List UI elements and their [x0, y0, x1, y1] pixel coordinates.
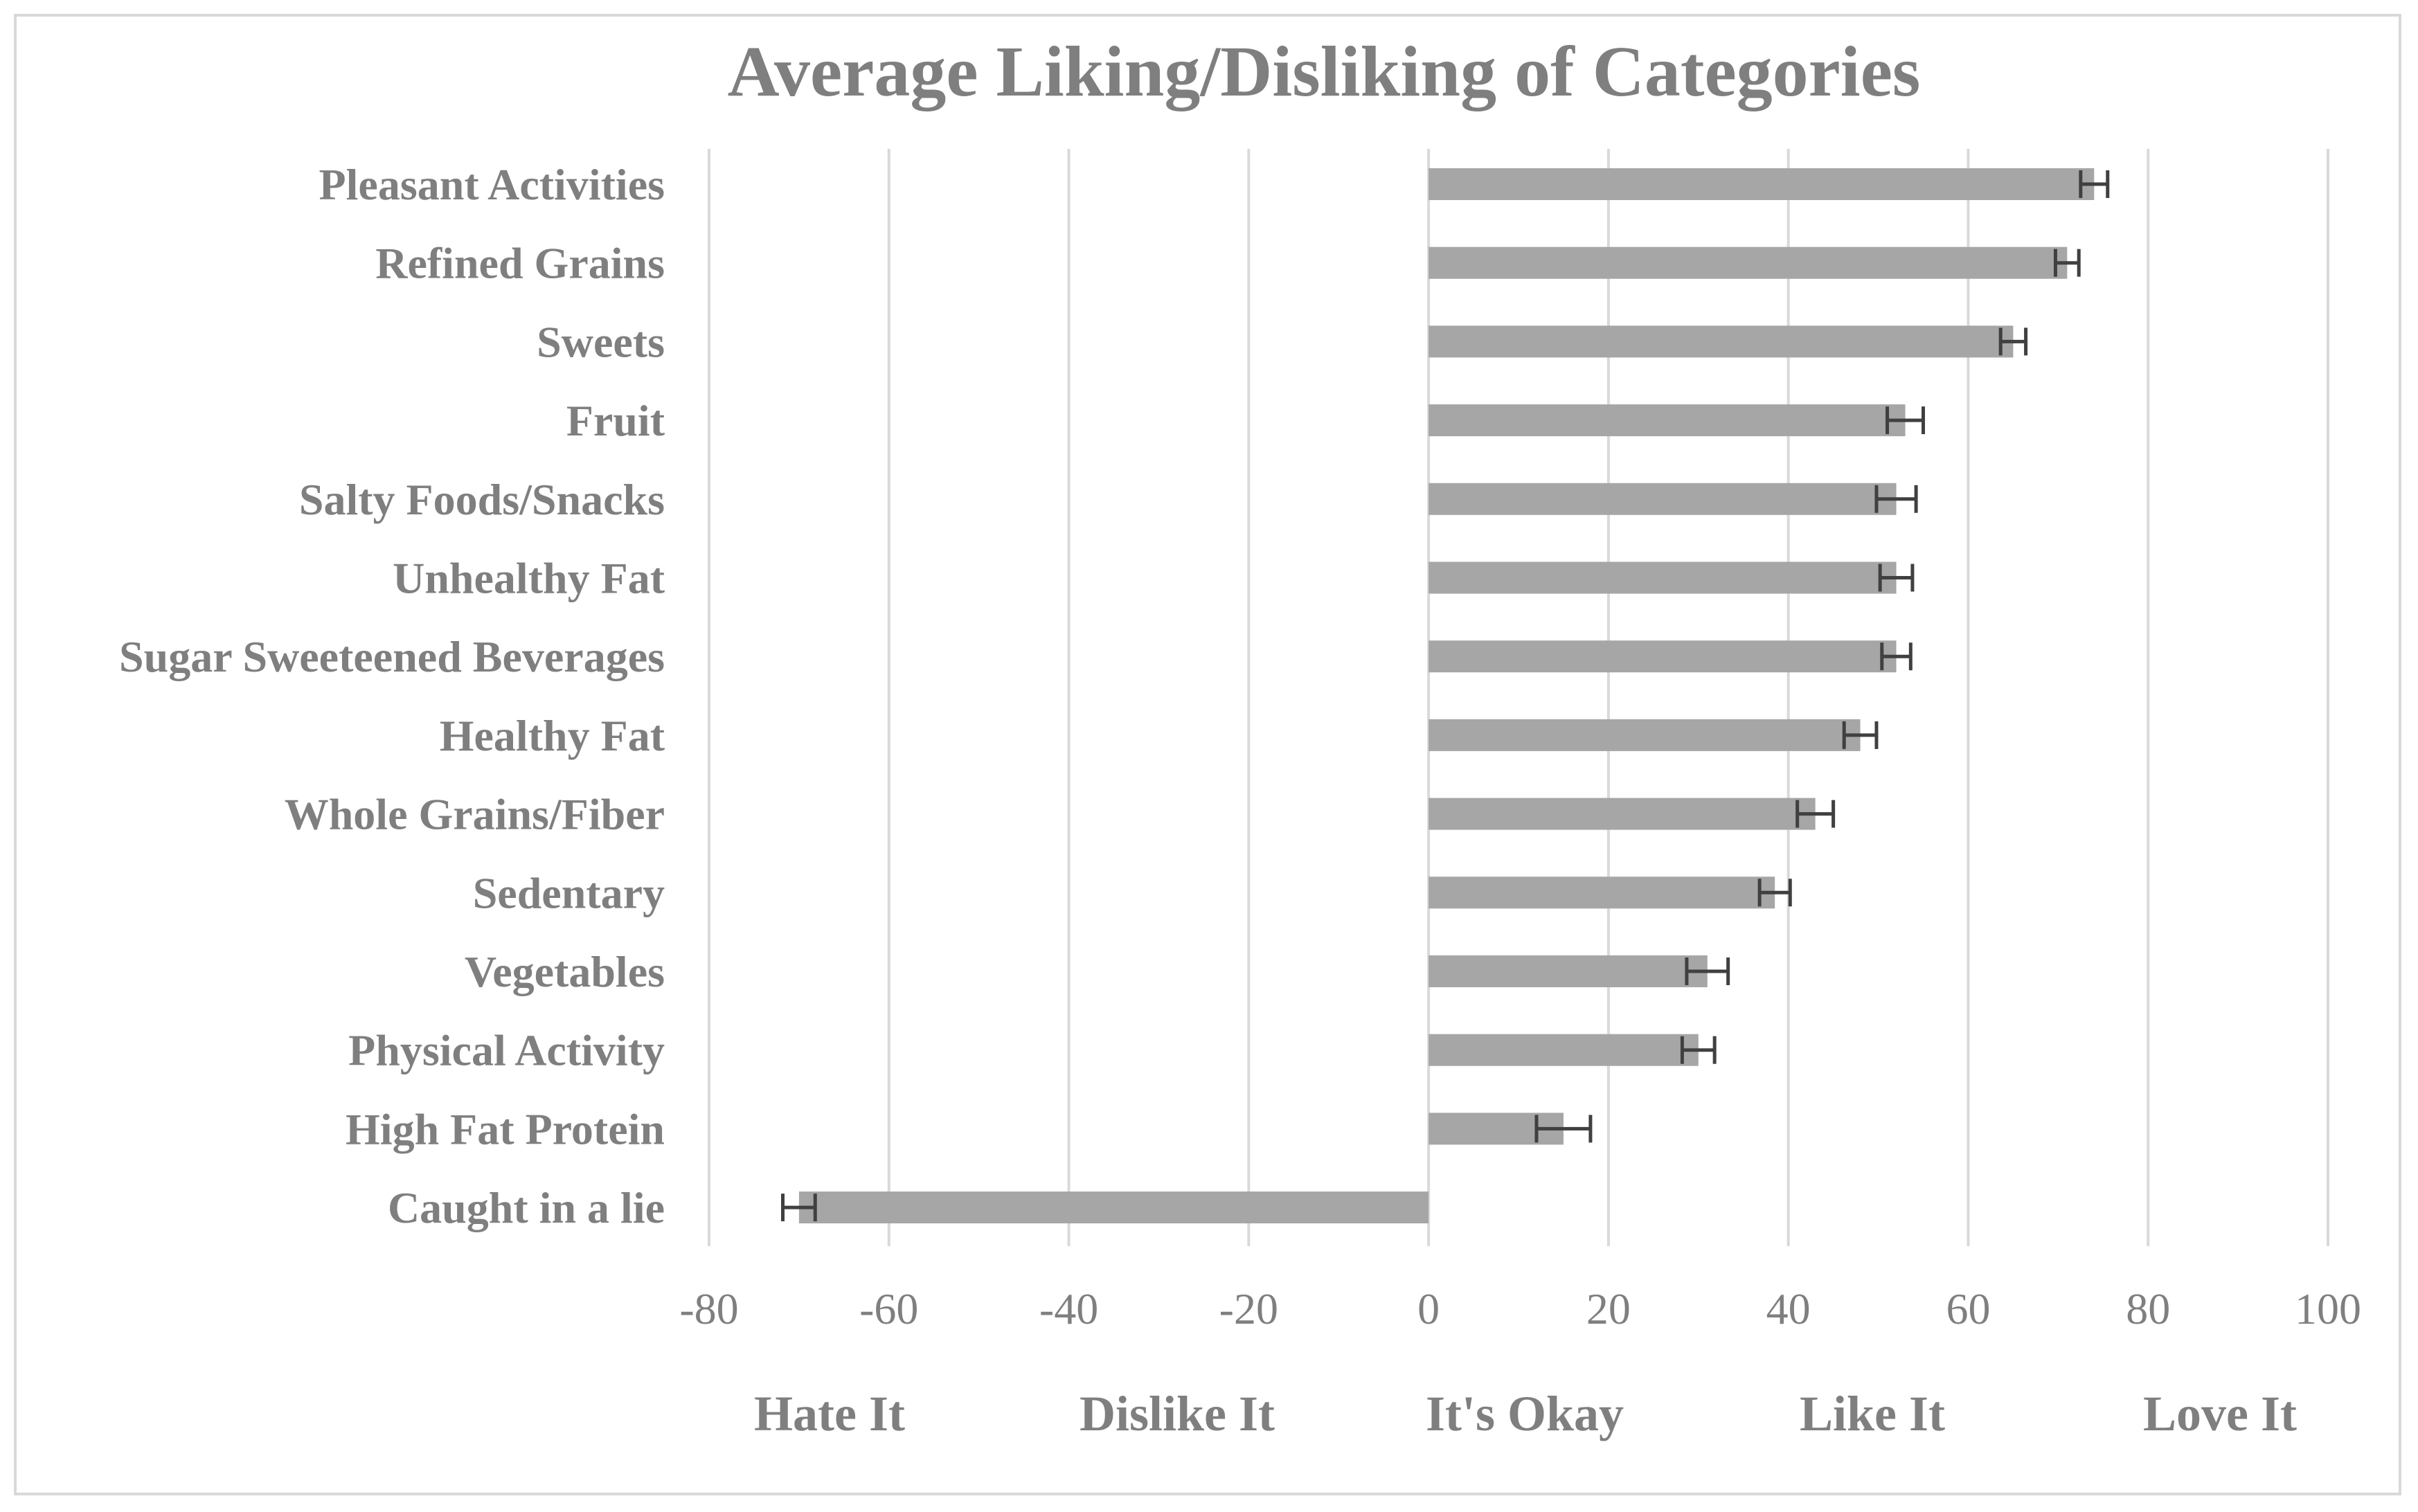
- x-tick-label: 40: [1766, 1284, 1811, 1333]
- x-tick-label: 100: [2295, 1284, 2361, 1333]
- x-tick-label: 0: [1417, 1284, 1440, 1333]
- category-label: Refined Grains: [375, 239, 665, 288]
- category-label: Healthy Fat: [440, 711, 665, 760]
- bar: [1429, 876, 1775, 909]
- bar: [1429, 404, 1906, 437]
- bar: [1429, 798, 1816, 830]
- category-label: Pleasant Activities: [319, 160, 665, 209]
- x-tick-label-layer: -80 -60 -40 -20 0 20 40 60 80 100: [679, 1284, 2361, 1333]
- bar-layer: [798, 168, 2095, 1224]
- bar: [1429, 483, 1897, 515]
- bar: [1429, 325, 2014, 358]
- category-label: Whole Grains/Fiber: [285, 790, 665, 839]
- bar: [1429, 561, 1897, 594]
- bar: [1429, 640, 1897, 673]
- bar: [1429, 719, 1861, 751]
- bar: [1429, 1034, 1699, 1066]
- x-tick-label: -80: [679, 1284, 738, 1333]
- x-tick-label: -40: [1039, 1284, 1098, 1333]
- category-label-layer: Pleasant Activities Refined Grains Sweets F…: [119, 160, 665, 1232]
- scale-label: Like It: [1800, 1386, 1945, 1441]
- category-label: Sweets: [537, 317, 665, 366]
- category-label: Fruit: [566, 396, 665, 445]
- bar: [1429, 955, 1708, 987]
- scale-label: Dislike It: [1080, 1386, 1275, 1441]
- scale-label-layer: Hate It Dislike It It's Okay Like It Love It: [754, 1386, 2297, 1441]
- category-label: Caught in a lie: [388, 1183, 665, 1232]
- category-label: Unhealthy Fat: [393, 554, 665, 603]
- bar: [1429, 246, 2068, 279]
- category-label: Sugar Sweeteened Beverages: [119, 632, 665, 681]
- x-tick-label: 20: [1586, 1284, 1631, 1333]
- category-label: Vegetables: [465, 947, 665, 996]
- bar: [798, 1191, 1429, 1224]
- error-bar-layer: [781, 170, 2110, 1222]
- chart-title: Average Liking/Disliking of Categories: [728, 32, 1921, 111]
- x-tick-label: -60: [859, 1284, 918, 1333]
- x-tick-label: 80: [2126, 1284, 2170, 1333]
- x-tick-label: -20: [1219, 1284, 1278, 1333]
- scale-label: It's Okay: [1426, 1386, 1624, 1441]
- bar: [1429, 168, 2095, 200]
- category-label: Salty Foods/Snacks: [299, 475, 665, 524]
- category-label: Sedentary: [473, 868, 665, 917]
- x-tick-label: 60: [1946, 1284, 1990, 1333]
- scale-label: Love It: [2143, 1386, 2297, 1441]
- category-label: Physical Activity: [348, 1026, 665, 1075]
- category-label: High Fat Protein: [346, 1104, 665, 1153]
- grid-layer: [708, 149, 2329, 1246]
- scale-label: Hate It: [754, 1386, 905, 1441]
